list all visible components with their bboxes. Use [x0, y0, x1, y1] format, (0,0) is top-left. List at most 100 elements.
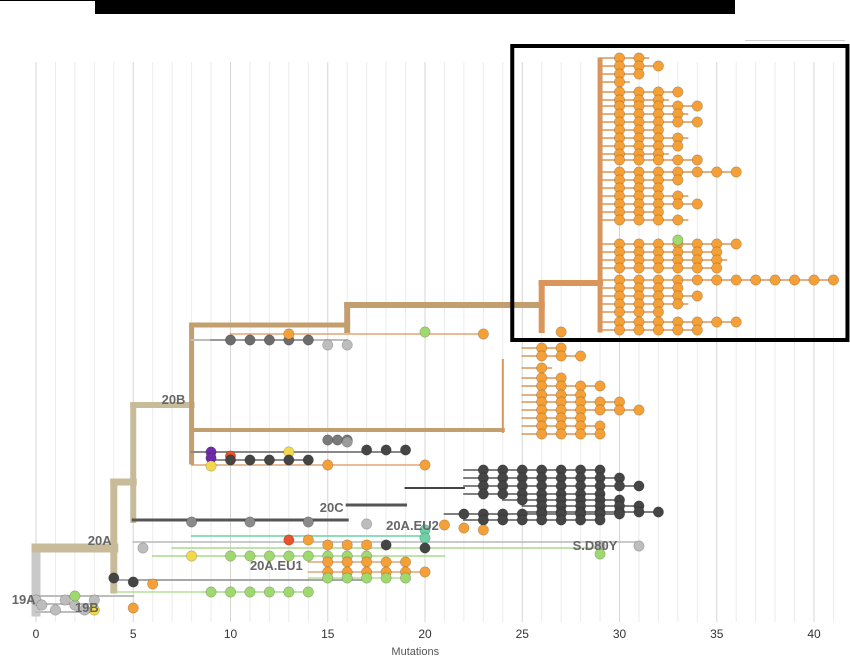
tip-node [613, 480, 625, 492]
tip-node [419, 532, 431, 544]
tip-node [575, 350, 587, 362]
x-tick-label: 30 [613, 627, 627, 641]
tip-node [477, 328, 489, 340]
tip-node [555, 350, 567, 362]
tip-node [730, 316, 742, 328]
tip-node [244, 454, 256, 466]
tip-node [302, 334, 314, 346]
tip-node [575, 514, 587, 526]
clade-label: 20A.EU1 [250, 558, 303, 573]
tip-node [536, 428, 548, 440]
tip-node [283, 454, 295, 466]
tip-node [672, 140, 684, 152]
redaction-bar [95, 0, 735, 14]
tip-node [613, 154, 625, 166]
tip-node [361, 539, 373, 551]
tip-node [652, 324, 664, 336]
tip-node [137, 542, 149, 554]
tip-node [613, 324, 625, 336]
tip-node [827, 274, 839, 286]
tip-node [302, 550, 314, 562]
tip-node [302, 454, 314, 466]
x-axis-label: Mutations [391, 646, 439, 658]
tip-node [497, 488, 509, 500]
tip-node [536, 362, 548, 374]
tip-node [691, 324, 703, 336]
tip-node [331, 434, 343, 446]
tip-node [477, 488, 489, 500]
tip-node [380, 539, 392, 551]
tip-node [536, 350, 548, 362]
tip-node [205, 586, 217, 598]
tip-node [711, 262, 723, 274]
tip-node [672, 198, 684, 210]
tip-node [575, 428, 587, 440]
tip-node [283, 328, 295, 340]
tip-node [283, 586, 295, 598]
tip-node [263, 334, 275, 346]
tip-node [730, 274, 742, 286]
tip-node [322, 539, 334, 551]
tip-node [263, 550, 275, 562]
tip-node [244, 550, 256, 562]
tip-node [49, 604, 61, 616]
tip-node [69, 590, 81, 602]
tip-node [400, 444, 412, 456]
tip-node [691, 262, 703, 274]
tip-node [88, 604, 100, 616]
x-tick-label: 25 [516, 627, 530, 641]
tip-node [594, 428, 606, 440]
tip-node [516, 494, 528, 506]
clade-label: 20C [320, 500, 344, 515]
tip-node [302, 534, 314, 546]
tip-node [438, 519, 450, 531]
tip-node [458, 522, 470, 534]
clade-label: 19A [12, 592, 36, 607]
tip-node [341, 539, 353, 551]
tip-node [555, 514, 567, 526]
tip-node [225, 454, 237, 466]
tip-node [322, 459, 334, 471]
tip-node [205, 460, 217, 472]
tip-node [633, 506, 645, 518]
tip-node [497, 514, 509, 526]
tip-node [555, 428, 567, 440]
tip-node [769, 274, 781, 286]
tip-node [613, 306, 625, 318]
tip-node [613, 76, 625, 88]
tip-node [613, 262, 625, 274]
tip-node [516, 514, 528, 526]
x-tick-label: 0 [33, 627, 40, 641]
tip-node [419, 542, 431, 554]
tip-node [652, 306, 664, 318]
clade-label: 19B [75, 600, 99, 615]
tip-node [711, 316, 723, 328]
tip-node [186, 550, 198, 562]
tip-node [244, 334, 256, 346]
tip-node [361, 518, 373, 530]
tip-node [419, 459, 431, 471]
tip-node [789, 274, 801, 286]
tip-node [633, 404, 645, 416]
tip-node [672, 174, 684, 186]
tip-node [633, 68, 645, 80]
clade-label: 20A [88, 533, 112, 548]
tip-node [380, 444, 392, 456]
tip-node [322, 572, 334, 584]
tip-node [672, 298, 684, 310]
tip-node [633, 540, 645, 552]
tip-node [594, 404, 606, 416]
clade-label: 20B [162, 392, 186, 407]
tip-node [341, 436, 353, 448]
tip-node [652, 60, 664, 72]
tip-node [400, 556, 412, 568]
tip-node [555, 326, 567, 338]
tip-node [244, 516, 256, 528]
tip-node [341, 572, 353, 584]
tip-node [691, 290, 703, 302]
tip-node [263, 454, 275, 466]
tip-node [633, 480, 645, 492]
tip-node [127, 602, 139, 614]
tip-node [419, 326, 431, 338]
tip-node [691, 198, 703, 210]
